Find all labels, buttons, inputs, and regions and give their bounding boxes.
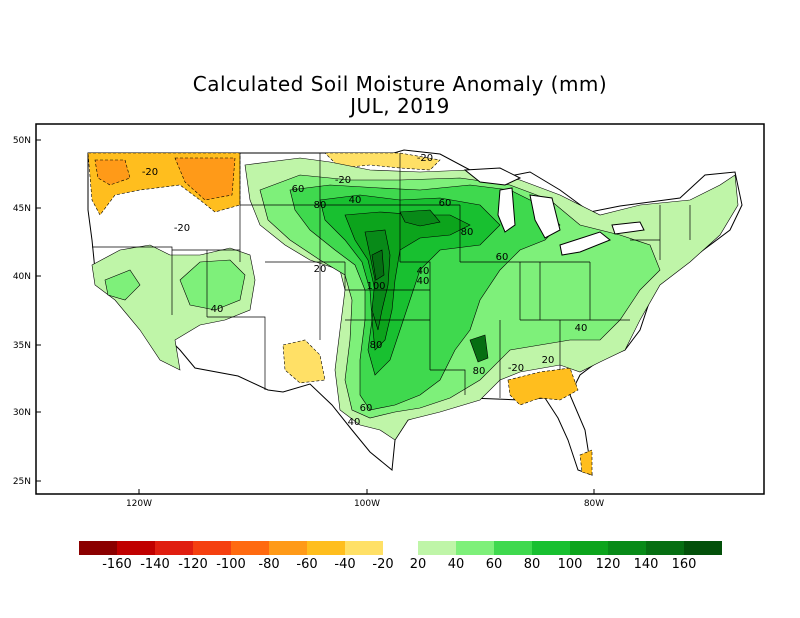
colorbar-label: 100 bbox=[557, 557, 583, 572]
colorbar-label: -80 bbox=[258, 557, 280, 572]
map-subtitle: JUL, 2019 bbox=[350, 94, 450, 118]
colorbar-dry-swatch bbox=[79, 541, 117, 555]
great-lakes bbox=[463, 167, 645, 256]
colorbar-wet-swatch bbox=[608, 541, 646, 555]
state-boundaries bbox=[92, 153, 691, 398]
lon-label-80w: 80W bbox=[584, 499, 604, 509]
colorbar-dry bbox=[79, 541, 383, 555]
colorbar-dry-swatch bbox=[269, 541, 307, 555]
contour-label: 100 bbox=[366, 281, 385, 292]
colorbar-label: 20 bbox=[409, 557, 427, 572]
lat-label-25n: 25N bbox=[13, 477, 31, 487]
colorbar-label: -40 bbox=[334, 557, 356, 572]
colorbar-dry-swatch bbox=[345, 541, 383, 555]
contour-label: 40 bbox=[417, 276, 430, 287]
latitude-axis bbox=[36, 139, 41, 482]
colorbar-wet-swatch bbox=[418, 541, 456, 555]
contour-label: 40 bbox=[575, 323, 588, 334]
dry-area-southeast bbox=[507, 367, 579, 406]
lat-label-40n: 40N bbox=[13, 272, 31, 282]
contour-label: -20 bbox=[417, 153, 433, 164]
lat-label-30n: 30N bbox=[13, 408, 31, 418]
contour-label: 40 bbox=[211, 304, 224, 315]
contour-label: 40 bbox=[417, 266, 430, 277]
colorbar-dry-swatch bbox=[307, 541, 345, 555]
colorbar-label: 40 bbox=[447, 557, 465, 572]
colorbar-label: -60 bbox=[296, 557, 318, 572]
colorbar-label: -120 bbox=[178, 557, 208, 572]
colorbar-dry-swatch bbox=[155, 541, 193, 555]
colorbar-dry-swatch bbox=[193, 541, 231, 555]
wet-area-140 bbox=[371, 249, 489, 363]
colorbar-label: 120 bbox=[595, 557, 621, 572]
contour-labels: -20 -20 -20 -20 20 40 40 40 40 60 60 60 … bbox=[142, 153, 588, 428]
dry-area-florida bbox=[579, 449, 593, 476]
contour-label: 80 bbox=[473, 366, 486, 377]
colorbar-wet-swatch bbox=[456, 541, 494, 555]
lat-label-50n: 50N bbox=[13, 136, 31, 146]
contour-label: 80 bbox=[314, 200, 327, 211]
anomaly-field bbox=[87, 149, 743, 476]
colorbar-label: -140 bbox=[140, 557, 170, 572]
colorbar-label: 140 bbox=[633, 557, 659, 572]
lon-label-120w: 120W bbox=[126, 499, 152, 509]
lat-label-35n: 35N bbox=[13, 341, 31, 351]
lat-label-45n: 45N bbox=[13, 204, 31, 214]
contour-label: 40 bbox=[349, 195, 362, 206]
colorbar-dry-swatch bbox=[231, 541, 269, 555]
colorbar-label: -160 bbox=[102, 557, 132, 572]
lon-label-100w: 100W bbox=[354, 499, 380, 509]
colorbar-wet-swatch bbox=[646, 541, 684, 555]
contour-label: 60 bbox=[292, 184, 305, 195]
map-frame bbox=[35, 123, 765, 495]
colorbar-label: 80 bbox=[523, 557, 541, 572]
contour-label: 40 bbox=[348, 417, 361, 428]
colorbar-wet-swatch bbox=[532, 541, 570, 555]
map-title: Calculated Soil Moisture Anomaly (mm) bbox=[192, 72, 608, 96]
contour-label: -20 bbox=[142, 167, 158, 178]
colorbar-label: 160 bbox=[671, 557, 697, 572]
colorbar-wet-swatch bbox=[684, 541, 722, 555]
contour-label: 80 bbox=[461, 227, 474, 238]
dry-core-northwest bbox=[94, 157, 236, 201]
contour-label: 60 bbox=[496, 252, 509, 263]
contour-label: 20 bbox=[314, 264, 327, 275]
wet-area-west-40 bbox=[104, 259, 246, 311]
colorbar-wet-swatch bbox=[570, 541, 608, 555]
dry-area-southwest bbox=[282, 339, 326, 384]
colorbar-wet bbox=[418, 541, 722, 555]
contour-label: 60 bbox=[360, 403, 373, 414]
colorbar-label: -20 bbox=[372, 557, 394, 572]
contour-label: -20 bbox=[335, 175, 351, 186]
contour-label: 80 bbox=[370, 340, 383, 351]
colorbar-label: -100 bbox=[216, 557, 246, 572]
colorbar-wet-swatch bbox=[494, 541, 532, 555]
contour-label: 20 bbox=[542, 355, 555, 366]
colorbar-label: 60 bbox=[485, 557, 503, 572]
contour-label: 60 bbox=[439, 198, 452, 209]
contour-label: -20 bbox=[174, 223, 190, 234]
colorbar-dry-swatch bbox=[117, 541, 155, 555]
longitude-axis bbox=[138, 489, 595, 494]
contour-label: -20 bbox=[508, 363, 524, 374]
